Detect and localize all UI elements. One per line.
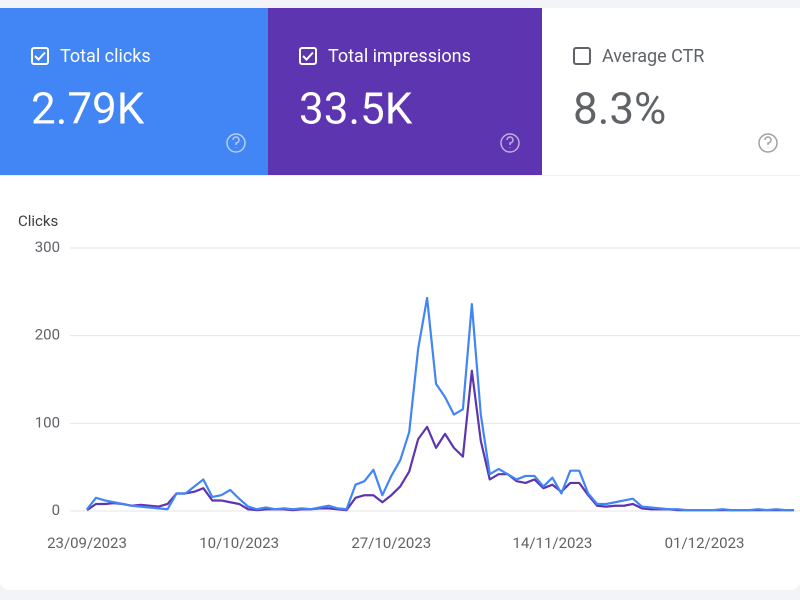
y-tick-label: 0 [52, 501, 60, 519]
help-mark [506, 136, 514, 148]
x-tick-label: 10/10/2023 [199, 534, 279, 552]
metric-card[interactable]: Total impressions 33.5K [268, 8, 542, 175]
card-label: Average CTR [602, 46, 704, 67]
checkmark [34, 51, 46, 61]
card-value: 2.79K [31, 83, 145, 135]
checkbox [31, 47, 49, 65]
help-icon [226, 133, 246, 153]
y-tick-label: 100 [35, 413, 60, 431]
x-tick-label: 01/12/2023 [665, 534, 745, 552]
y-tick-label: 200 [35, 326, 60, 344]
card-value: 33.5K [299, 83, 413, 135]
x-tick-label: 27/10/2023 [351, 534, 431, 552]
data-line [86, 296, 795, 512]
checkbox [573, 47, 591, 65]
card-background [542, 8, 800, 175]
y-tick-label: 300 [35, 238, 60, 256]
metric-card[interactable]: Total clicks 2.79K [0, 8, 268, 175]
card-label: Total clicks [60, 46, 151, 67]
card-value: 8.3% [573, 83, 666, 135]
card-label: Total impressions [328, 46, 471, 67]
help-mark [764, 136, 772, 148]
x-tick-label: 14/11/2023 [512, 534, 592, 552]
metric-card[interactable]: Average CTR 8.3% [542, 8, 800, 175]
checkbox [299, 47, 317, 65]
y-axis-label: Clicks [18, 212, 58, 230]
help-mark [232, 136, 240, 148]
card-background [268, 8, 542, 175]
checkmark [302, 51, 314, 61]
x-tick-label: 23/09/2023 [47, 534, 127, 552]
help-icon [758, 133, 778, 153]
help-icon [500, 133, 520, 153]
card-background [0, 8, 268, 175]
